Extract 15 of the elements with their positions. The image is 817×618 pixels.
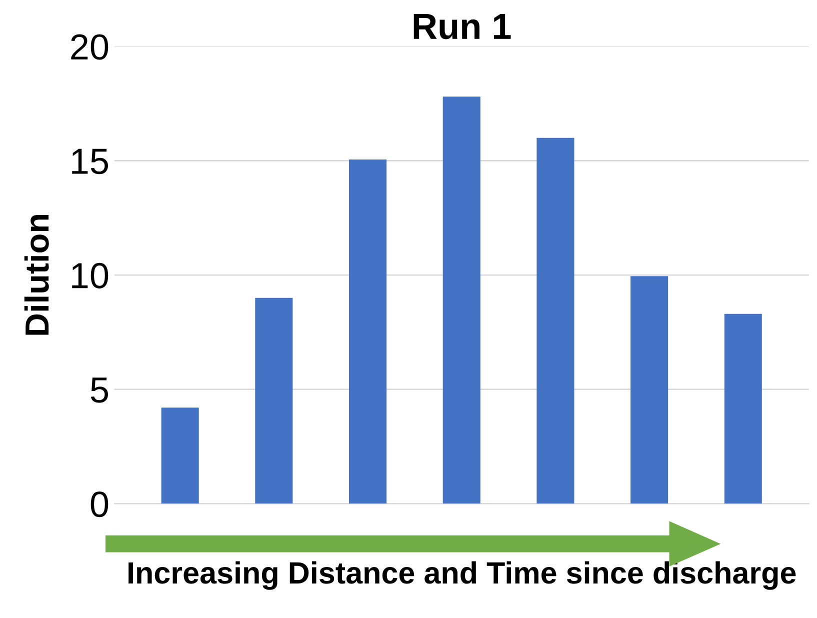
y-tick-label: 20 — [71, 34, 108, 60]
chart-title: Run 1 — [414, 14, 511, 40]
bar — [161, 408, 199, 504]
bar — [255, 298, 293, 504]
y-tick-label: 10 — [72, 262, 108, 288]
y-axis-title: Dilution — [24, 215, 49, 335]
y-tick-label: 15 — [72, 148, 108, 174]
bar — [724, 314, 762, 504]
x-axis-title: Increasing Distance and Time since discharge — [128, 561, 796, 590]
y-tick-label: 5 — [90, 378, 108, 403]
bar — [630, 276, 668, 504]
bar — [442, 96, 480, 504]
y-tick-label: 0 — [90, 492, 108, 518]
bar — [348, 160, 387, 504]
bar — [536, 138, 574, 504]
